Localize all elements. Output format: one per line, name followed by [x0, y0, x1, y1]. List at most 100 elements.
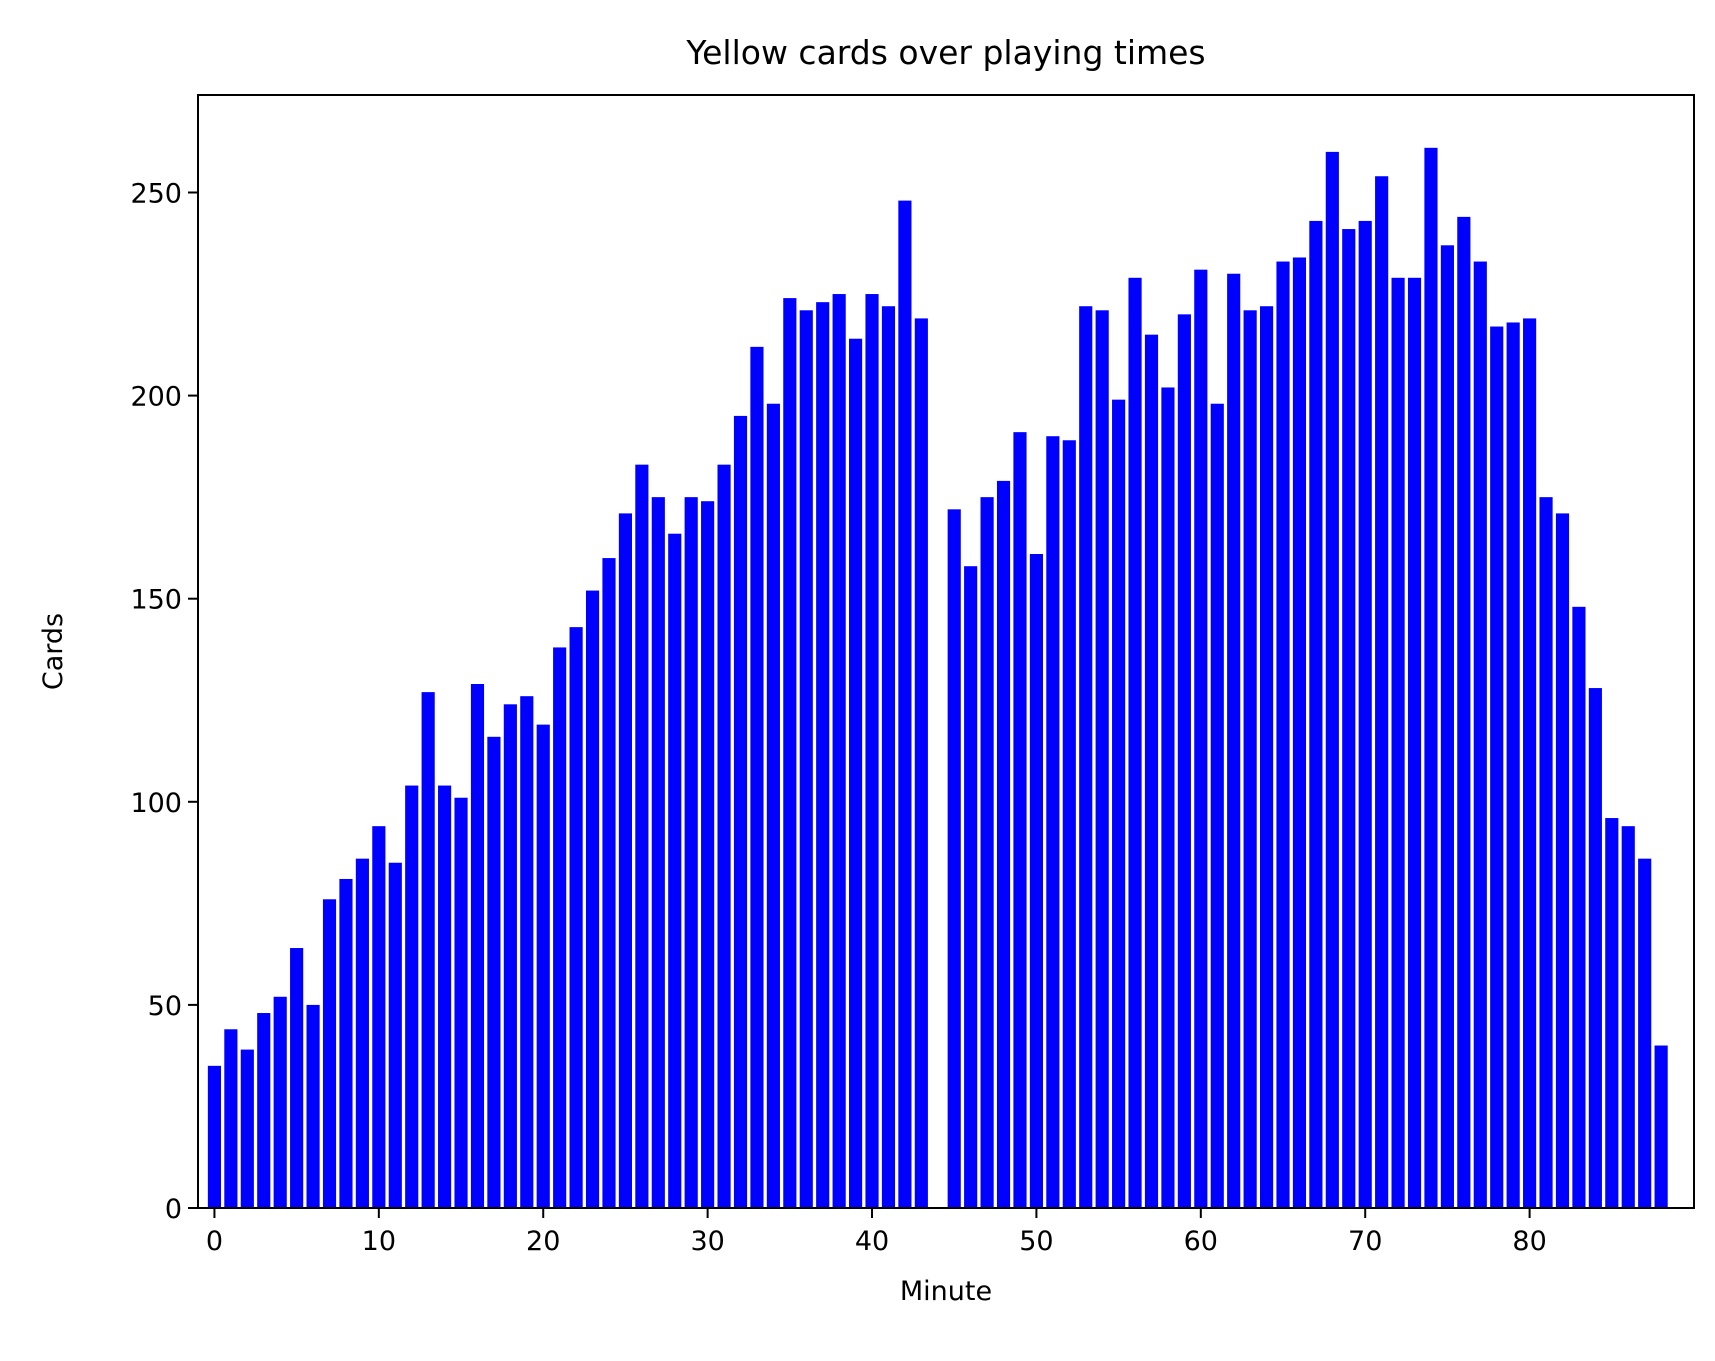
bar — [750, 346, 764, 1209]
y-axis: 0 50 100 150 200 250 — [130, 178, 198, 1225]
bar — [964, 566, 978, 1208]
bar — [421, 692, 435, 1208]
bar — [1523, 318, 1537, 1208]
x-tick-label: 0 — [206, 1226, 223, 1257]
bar — [405, 785, 419, 1208]
x-tick-label: 30 — [690, 1226, 724, 1257]
bar — [1457, 216, 1471, 1209]
bar — [1227, 273, 1241, 1209]
bar — [553, 647, 567, 1208]
bar — [322, 899, 337, 1208]
bar — [799, 310, 813, 1208]
y-tick-label: 250 — [130, 178, 182, 209]
bar — [438, 785, 452, 1208]
x-tick-label: 50 — [1019, 1226, 1053, 1257]
bar — [1490, 326, 1504, 1208]
bar — [635, 464, 649, 1208]
bar — [306, 1004, 320, 1208]
bar — [585, 590, 600, 1208]
bar — [1292, 257, 1307, 1209]
bar — [1325, 151, 1339, 1208]
plot-frame — [197, 94, 1695, 1209]
bar — [618, 513, 632, 1208]
bar — [1572, 606, 1586, 1208]
bar — [733, 415, 748, 1208]
bar — [980, 497, 994, 1208]
bar — [224, 1029, 238, 1208]
bar — [1079, 306, 1093, 1209]
bar — [1424, 147, 1438, 1208]
bar — [1654, 1045, 1668, 1208]
x-tick-label: 40 — [855, 1226, 889, 1257]
bar — [1539, 497, 1553, 1208]
bar — [487, 736, 501, 1208]
bar — [996, 480, 1011, 1208]
bar — [1407, 277, 1422, 1208]
bar — [832, 294, 846, 1208]
x-tick-label: 20 — [526, 1226, 560, 1257]
bar — [520, 696, 534, 1208]
bar — [1177, 314, 1191, 1209]
bar — [766, 403, 780, 1209]
bar — [816, 302, 830, 1208]
bar — [240, 1049, 254, 1208]
bar — [881, 306, 896, 1209]
bar — [388, 862, 402, 1208]
bar — [290, 948, 304, 1208]
bar — [914, 318, 928, 1208]
bar — [1128, 277, 1142, 1208]
bar — [372, 826, 386, 1208]
x-tick-label: 70 — [1348, 1226, 1382, 1257]
bar — [1243, 310, 1257, 1208]
x-axis: 0 10 20 30 40 50 60 70 80 — [206, 1208, 1547, 1257]
bar — [1112, 399, 1126, 1208]
bar — [1161, 387, 1175, 1209]
bar — [1605, 818, 1619, 1208]
bar — [1473, 261, 1487, 1208]
y-axis-label: Cards — [38, 613, 69, 690]
bar — [1309, 220, 1323, 1209]
bar — [701, 501, 715, 1208]
bar — [1588, 688, 1602, 1208]
bar — [207, 1065, 222, 1208]
bar — [454, 797, 468, 1208]
x-tick-label: 10 — [362, 1226, 396, 1257]
bar — [1358, 220, 1372, 1209]
bar — [717, 464, 731, 1208]
bar — [783, 298, 797, 1209]
bars-group — [207, 147, 1668, 1209]
y-tick-label: 150 — [130, 585, 182, 616]
bar — [1621, 826, 1635, 1208]
bar — [273, 996, 287, 1208]
bar — [684, 497, 698, 1208]
bar — [470, 684, 485, 1208]
bar — [1029, 554, 1043, 1208]
bar — [1342, 229, 1356, 1209]
bar — [1062, 440, 1076, 1208]
bar — [1276, 261, 1290, 1208]
bar — [1013, 432, 1027, 1208]
bar — [503, 704, 517, 1208]
bar — [1391, 277, 1405, 1208]
bar — [1375, 176, 1389, 1209]
bar — [569, 627, 583, 1208]
y-tick-label: 0 — [165, 1194, 182, 1225]
bar — [668, 533, 682, 1208]
bar — [898, 200, 912, 1209]
y-tick-label: 200 — [130, 382, 182, 413]
bar — [849, 338, 863, 1209]
bar — [865, 294, 879, 1208]
bar — [1046, 436, 1060, 1209]
bar — [947, 509, 961, 1209]
bar — [651, 497, 665, 1208]
bar — [1260, 306, 1274, 1209]
y-tick-label: 50 — [148, 991, 182, 1022]
bar — [536, 724, 550, 1208]
bar — [1440, 245, 1454, 1209]
y-tick-label: 100 — [130, 788, 182, 819]
bar — [1144, 334, 1159, 1208]
bar — [355, 858, 369, 1208]
bar — [257, 1013, 271, 1208]
bar — [1210, 403, 1224, 1209]
